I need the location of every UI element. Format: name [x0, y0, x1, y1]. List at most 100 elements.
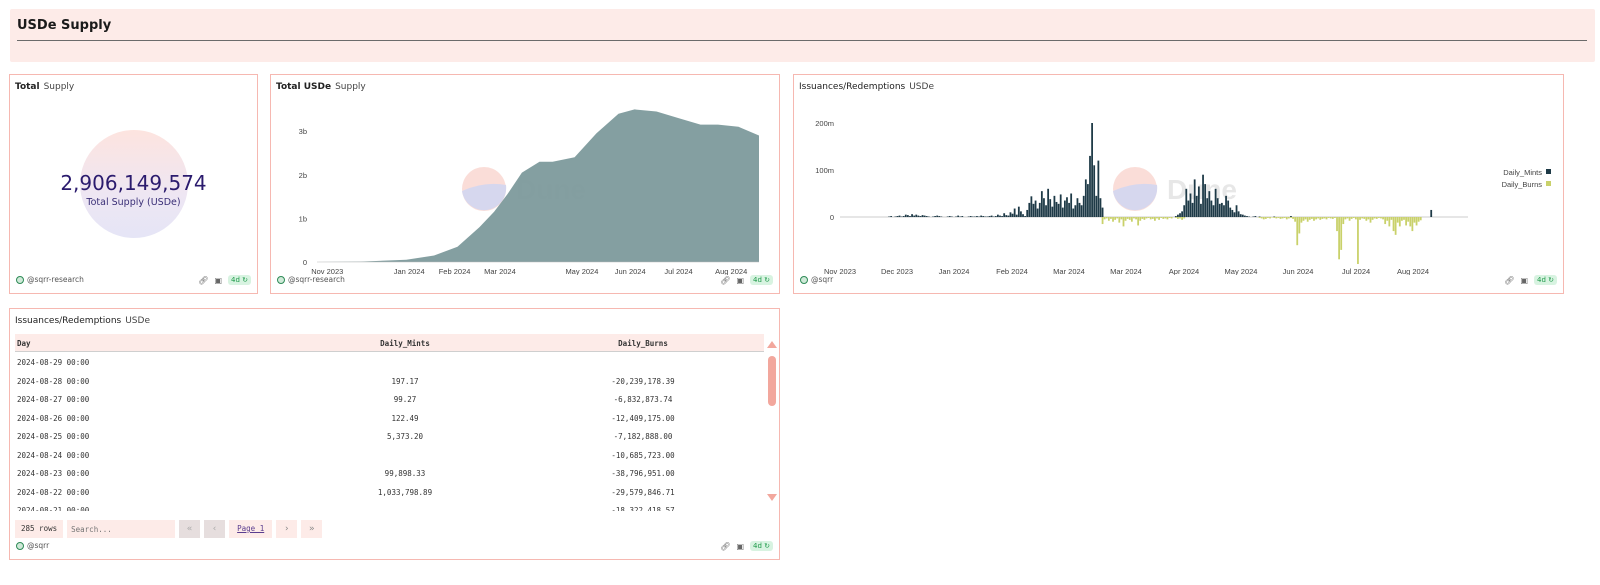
scrollbar-thumb[interactable] — [768, 356, 776, 406]
mint-bar — [1191, 202, 1194, 217]
mint-bar — [1013, 208, 1016, 217]
mint-bar — [911, 214, 913, 217]
current-page-label[interactable]: Page 1 — [229, 520, 273, 538]
burn-bar — [1120, 217, 1123, 220]
burn-bar — [1382, 217, 1384, 220]
mint-bar — [1003, 213, 1006, 217]
mint-bar — [1007, 215, 1010, 217]
cell-daily-mints-value: 99.27 — [393, 395, 417, 404]
burn-bar — [1398, 217, 1401, 227]
burn-bar — [1156, 217, 1158, 219]
mint-bar — [1185, 188, 1188, 217]
mint-bar — [980, 215, 983, 217]
cell-day: 2024-08-26 00:00 — [17, 413, 90, 423]
burn-bar — [1112, 217, 1114, 222]
x-tick-label: Jun 2024 — [615, 267, 646, 275]
burn-bar — [1110, 217, 1112, 219]
x-tick-label: Nov 2023 — [311, 267, 343, 275]
burn-bar — [1380, 217, 1382, 219]
burn-bar — [1258, 217, 1261, 218]
table-search-input[interactable] — [67, 520, 176, 538]
burn-bar — [1417, 217, 1420, 222]
refresh-badge[interactable]: 4d ↻ — [750, 275, 773, 285]
mint-bar — [917, 215, 920, 217]
mint-bar — [1015, 214, 1018, 217]
link-icon[interactable]: 🔗︎ — [1504, 275, 1515, 285]
mint-bar — [1235, 205, 1238, 217]
link-icon[interactable]: 🔗︎ — [720, 275, 731, 285]
mint-bar — [1189, 193, 1192, 217]
refresh-badge[interactable]: 4d ↻ — [228, 275, 251, 285]
mint-bar — [1045, 205, 1047, 217]
table-row[interactable]: 2024-08-24 00:00 -10,685,723.00 — [15, 446, 764, 465]
cell-daily-burns-value: -12,409,175.00 — [611, 413, 675, 423]
refresh-badge[interactable]: 4d ↻ — [750, 541, 773, 551]
dune-logo-shade — [1113, 183, 1158, 211]
supply-chart-title-sub: Supply — [335, 82, 366, 92]
camera-icon[interactable]: ▣ — [736, 541, 744, 551]
mint-bar — [1080, 205, 1083, 217]
author-link[interactable]: @sqrr — [800, 275, 833, 284]
author-link[interactable]: @sqrr-research — [16, 275, 84, 284]
cell-day: 2024-08-23 00:00 — [17, 469, 90, 478]
mint-bar — [1210, 200, 1213, 217]
refresh-badge-label: 4d — [231, 276, 240, 284]
author-link[interactable]: @sqrr — [16, 541, 49, 550]
cell-day: 2024-08-27 00:00 — [17, 395, 90, 404]
mint-bar — [1231, 209, 1234, 217]
table-row[interactable]: 2024-08-29 00:00 — [15, 353, 764, 372]
burn-bar — [1287, 217, 1290, 219]
next-page-button[interactable]: › — [276, 520, 298, 538]
avatar-icon — [277, 275, 285, 284]
burn-bar — [1260, 217, 1263, 219]
mint-bar — [1237, 211, 1240, 217]
mint-bar — [925, 216, 928, 217]
last-page-button[interactable]: » — [301, 520, 323, 538]
table-row[interactable]: 2024-08-28 00:00 197.17 -20,239,178.39 — [15, 372, 764, 391]
mint-bar — [1049, 199, 1052, 217]
table-row[interactable]: 2024-08-21 00:00 -18,322,418.57 — [15, 501, 764, 511]
camera-icon[interactable]: ▣ — [1520, 275, 1528, 285]
mint-bar — [1212, 205, 1215, 217]
mint-bar — [1177, 214, 1179, 217]
table-row[interactable]: 2024-08-26 00:00 122.49 -12,409,175.00 — [15, 409, 764, 428]
x-tick-label: May 2024 — [565, 267, 598, 275]
mint-bar — [1174, 216, 1177, 217]
scroll-down-arrow-icon[interactable] — [767, 494, 777, 501]
first-page-button[interactable]: « — [179, 520, 201, 538]
refresh-badge-label: 4d — [1537, 276, 1546, 284]
x-tick-label: Apr 2024 — [1169, 267, 1199, 275]
supply-chart-title: Total USDe Supply — [276, 82, 366, 92]
previous-page-button[interactable]: ‹ — [204, 520, 226, 538]
burn-bar — [1130, 217, 1133, 222]
author-link[interactable]: @sqrr-research — [277, 275, 345, 284]
burn-bar — [1174, 217, 1177, 218]
avatar-icon — [16, 275, 24, 284]
scroll-up-arrow-icon[interactable] — [767, 341, 777, 348]
camera-icon[interactable]: ▣ — [214, 275, 222, 285]
row-count: 285 rows — [15, 520, 64, 538]
burn-bar — [1352, 217, 1355, 218]
table-scrollbar[interactable] — [767, 341, 777, 501]
mint-bar — [982, 216, 985, 217]
burn-bar — [1273, 217, 1276, 218]
mint-bar — [915, 214, 918, 217]
refresh-badge[interactable]: 4d ↻ — [1534, 275, 1557, 285]
mint-bar — [1076, 198, 1079, 217]
cell-day: 2024-08-22 00:00 — [17, 487, 90, 497]
avatar-icon — [800, 275, 808, 284]
link-icon[interactable]: 🔗︎ — [720, 541, 731, 551]
link-icon[interactable]: 🔗︎ — [198, 275, 209, 285]
cell-daily-mints-value: 1,033,798.89 — [377, 487, 433, 497]
burn-bar — [1369, 217, 1372, 223]
cell-daily-burns-value: -38,796,951.00 — [611, 469, 675, 478]
table-row[interactable]: 2024-08-27 00:00 99.27 -6,832,873.74 — [15, 390, 764, 409]
table-row[interactable]: 2024-08-23 00:00 99,898.33 -38,796,951.00 — [15, 464, 764, 483]
dune-logo-icon — [462, 167, 506, 211]
table-row[interactable]: 2024-08-22 00:00 1,033,798.89 -29,579,846.… — [15, 483, 764, 502]
table-row[interactable]: 2024-08-25 00:00 5,373.20 -7,182,888.00 — [15, 427, 764, 446]
camera-icon[interactable]: ▣ — [736, 275, 744, 285]
burn-bar — [1122, 217, 1125, 227]
column-header-day[interactable]: Day — [17, 339, 31, 348]
burn-bar — [1367, 217, 1370, 220]
